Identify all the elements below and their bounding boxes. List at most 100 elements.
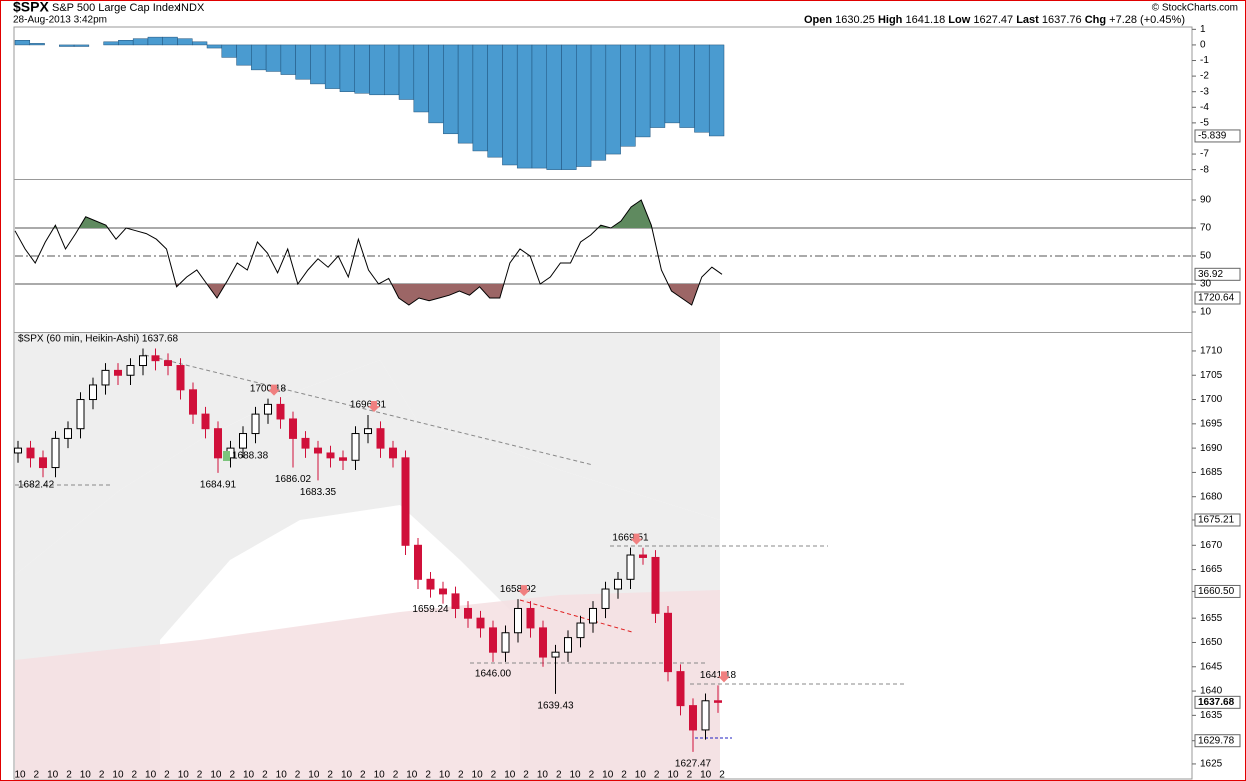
candle-body: [589, 607, 597, 624]
y-tick-label: 1680: [1200, 491, 1223, 502]
sell-signal: [268, 384, 280, 396]
y-tick-label: 90: [1200, 195, 1212, 206]
candle-body: [489, 627, 497, 653]
candle-body: [651, 556, 660, 614]
candle-body: [714, 700, 722, 703]
candle-body: [276, 403, 285, 420]
x-tick-label: 10: [178, 770, 190, 781]
candle-body: [76, 399, 85, 430]
candle-body: [464, 607, 472, 619]
histogram-bar: [576, 44, 592, 167]
histogram-bar: [428, 44, 444, 124]
histogram-bar: [103, 41, 119, 46]
y-tick-label: -2: [1200, 71, 1209, 82]
y-tick-label: 1670: [1200, 540, 1223, 551]
candle-body: [564, 637, 572, 653]
candle-body: [114, 369, 122, 376]
x-tick-label: 10: [14, 770, 26, 781]
histogram-bar: [280, 44, 296, 75]
histogram-bar: [384, 44, 400, 96]
rsi-line: [14, 199, 723, 306]
histogram-bar: [310, 44, 326, 85]
candle-body: [551, 651, 560, 658]
candle-body: [626, 554, 635, 580]
candle-body: [214, 428, 222, 459]
x-tick-label: 10: [80, 770, 92, 781]
histogram-bar: [251, 44, 267, 71]
x-tick-label: 2: [687, 770, 693, 781]
low-label: 1627.47: [675, 759, 712, 770]
last-label: Last: [1016, 14, 1039, 26]
histogram-bar: [561, 44, 577, 170]
histogram-bar: [620, 44, 636, 147]
date: 28-Aug-2013 3:42pm: [13, 15, 107, 26]
x-tick-label: 10: [439, 770, 451, 781]
y-tick-label: 1710: [1200, 346, 1223, 357]
x-tick-label: 10: [472, 770, 484, 781]
x-tick-label: 10: [406, 770, 418, 781]
high-label: 1658.92: [500, 584, 537, 595]
value-tag-label: -5.839: [1198, 131, 1227, 142]
high-label: 1641.18: [700, 670, 737, 681]
x-tick-label: 2: [654, 770, 660, 781]
trend-line: [519, 599, 633, 633]
candle-body: [14, 447, 22, 454]
histogram-bar: [324, 44, 341, 89]
value-tag: [1194, 129, 1241, 143]
y-tick-label: -3: [1200, 86, 1209, 97]
value-tag: [1194, 584, 1241, 598]
candle-body: [514, 607, 522, 634]
candle-body: [301, 437, 310, 449]
y-tick-label: 1650: [1200, 637, 1223, 648]
candle-body: [326, 452, 335, 459]
histogram-bar: [457, 44, 474, 144]
y-tick-label: 1695: [1200, 418, 1223, 429]
histogram-bar: [221, 44, 237, 58]
candle-body: [601, 588, 610, 609]
histogram-bar: [472, 44, 488, 152]
y-tick-label: -1: [1200, 55, 1209, 66]
x-tick-label: 10: [504, 770, 516, 781]
histogram-bar: [635, 44, 651, 138]
candle-body: [664, 612, 672, 673]
x-tick-label: 10: [537, 770, 549, 781]
y-tick-label: 1685: [1200, 467, 1223, 478]
high: 1641.18: [905, 14, 945, 26]
x-tick-label: 2: [360, 770, 366, 781]
candle-body: [51, 437, 60, 469]
value-tag-label: 1720.64: [1198, 293, 1235, 304]
histogram-bar: [531, 44, 548, 169]
value-tag: [1194, 734, 1241, 748]
chg-label: Chg: [1085, 14, 1106, 26]
last: 1637.76: [1042, 14, 1082, 26]
candle-body: [164, 360, 172, 367]
x-tick-label: 2: [589, 770, 595, 781]
x-tick-label: 10: [145, 770, 157, 781]
y-tick-label: 30: [1200, 279, 1212, 290]
open-label: Open: [804, 14, 832, 26]
low-label: 1659.24: [412, 604, 449, 615]
candle-body: [676, 671, 685, 707]
histogram-bar: [59, 44, 75, 47]
price-title: $SPX (60 min, Heikin-Ashi) 1637.68: [18, 334, 179, 345]
histogram-bar: [664, 44, 680, 124]
low-label: 1684.91: [200, 479, 237, 490]
y-tick-label: -4: [1200, 102, 1209, 113]
candle-body: [389, 447, 397, 459]
value-tag-label: 36.92: [1198, 269, 1223, 280]
value-tag: [1194, 267, 1241, 281]
candle-body: [64, 428, 72, 439]
x-tick-label: 10: [243, 770, 255, 781]
low-label: 1639.43: [537, 700, 574, 711]
x-tick-label: 2: [393, 770, 399, 781]
high-label: 1700.18: [250, 383, 287, 394]
candle-body: [364, 428, 372, 435]
x-tick-label: 2: [295, 770, 301, 781]
candle-body: [251, 413, 260, 435]
x-tick-label: 10: [112, 770, 124, 781]
chg: +7.28 (+0.45%): [1109, 14, 1185, 26]
y-tick-label: 0: [1200, 40, 1206, 51]
candle-body: [176, 365, 185, 391]
annotation: 1688.38: [232, 451, 269, 462]
low: 1627.47: [973, 14, 1013, 26]
